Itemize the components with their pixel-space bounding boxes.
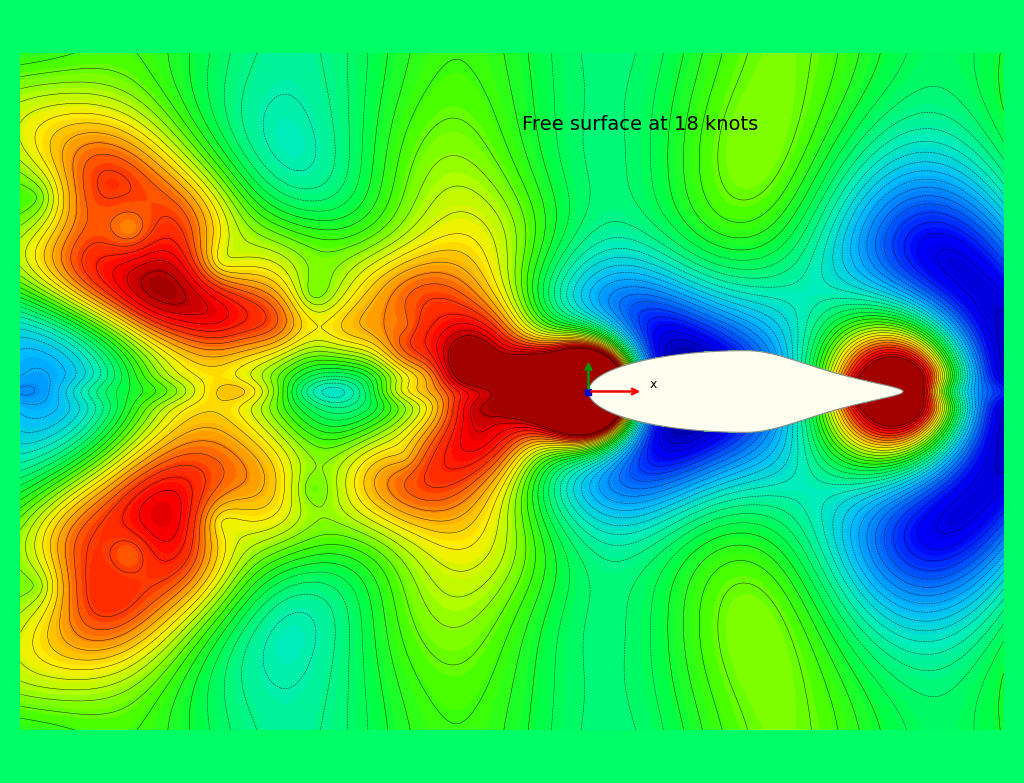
Text: x: x — [649, 378, 657, 392]
Polygon shape — [589, 351, 903, 432]
Text: Free surface at 18 knots: Free surface at 18 knots — [521, 114, 758, 134]
